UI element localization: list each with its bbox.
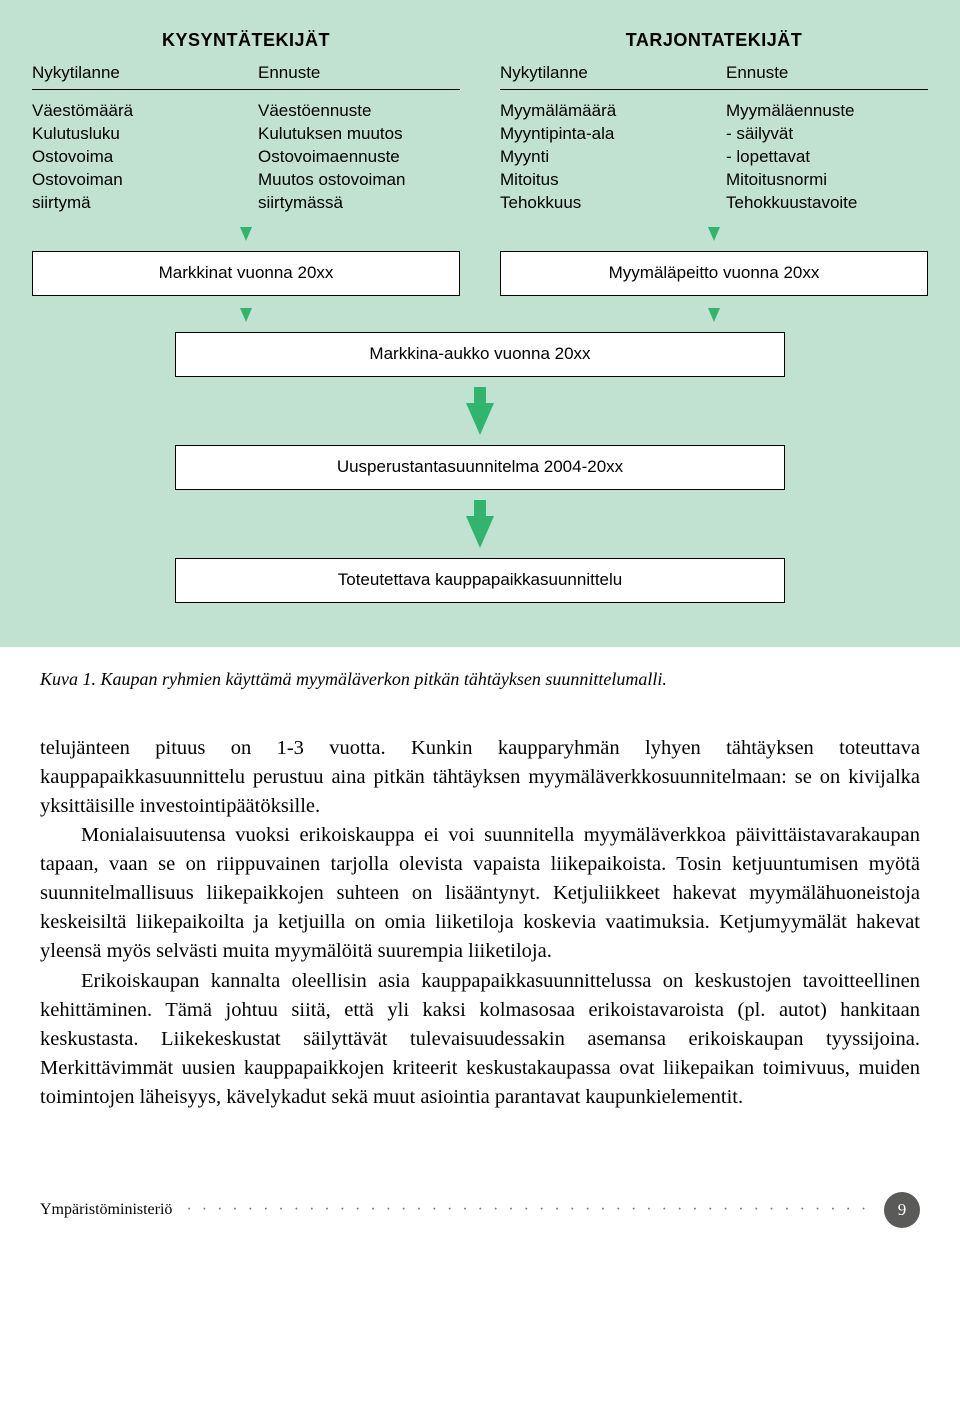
- body-text: telujänteen pituus on 1-3 vuotta. Kunkin…: [40, 734, 920, 1112]
- arrow-stem: [474, 500, 486, 516]
- arrow-down-icon: [466, 403, 494, 435]
- figure-caption: Kuva 1. Kaupan ryhmien käyttämä myymäläv…: [40, 669, 920, 690]
- demand-forecast-items: Väestöennuste Kulutuksen muutos Ostovoim…: [258, 100, 460, 215]
- flow-diagram: KYSYNTÄTEKIJÄT Nykytilanne Ennuste Väest…: [0, 0, 960, 647]
- divider: [500, 89, 928, 90]
- demand-current-header: Nykytilanne: [32, 62, 234, 85]
- supply-forecast-header: Ennuste: [726, 62, 928, 85]
- supply-forecast-items: Myymäläennuste - säilyvät - lopettavat M…: [726, 100, 928, 215]
- diagram-top-columns: KYSYNTÄTEKIJÄT Nykytilanne Ennuste Väest…: [32, 28, 928, 215]
- supply-current-items: Myymälämäärä Myyntipinta-ala Myynti Mito…: [500, 100, 702, 215]
- demand-forecast-header: Ennuste: [258, 62, 460, 85]
- arrow-down-icon: [466, 516, 494, 548]
- publisher-label: Ympäristöministeriö: [40, 1201, 172, 1219]
- new-establishment-plan-box: Uusperustantasuunnitelma 2004-20xx: [175, 445, 784, 490]
- diagram-center-stack: Markkina-aukko vuonna 20xx Uusperustanta…: [32, 332, 928, 603]
- demand-title: KYSYNTÄTEKIJÄT: [32, 28, 460, 52]
- store-coverage-box: Myymäläpeitto vuonna 20xx: [500, 251, 928, 296]
- paragraph-1: telujänteen pituus on 1-3 vuotta. Kunkin…: [40, 734, 920, 821]
- page-footer: Ympäristöministeriö ····················…: [40, 1192, 920, 1228]
- paragraph-3: Erikoiskaupan kannalta oleellisin asia k…: [40, 967, 920, 1113]
- supply-column: TARJONTATEKIJÄT Nykytilanne Ennuste Myym…: [500, 28, 928, 215]
- dot-leader: ········································…: [186, 1201, 870, 1219]
- demand-column: KYSYNTÄTEKIJÄT Nykytilanne Ennuste Väest…: [32, 28, 460, 215]
- markets-box: Markkinat vuonna 20xx: [32, 251, 460, 296]
- arrow-down-icon: [708, 308, 720, 322]
- arrow-down-icon: [240, 227, 252, 241]
- arrow-down-icon: [708, 227, 720, 241]
- market-gap-box: Markkina-aukko vuonna 20xx: [175, 332, 784, 377]
- arrow-stem: [474, 387, 486, 403]
- implementation-box: Toteutettava kauppapaikkasuunnittelu: [175, 558, 784, 603]
- supply-current-header: Nykytilanne: [500, 62, 702, 85]
- divider: [32, 89, 460, 90]
- arrow-down-icon: [240, 308, 252, 322]
- diagram-mid-row: Markkinat vuonna 20xx Myymäläpeitto vuon…: [32, 251, 928, 296]
- supply-title: TARJONTATEKIJÄT: [500, 28, 928, 52]
- page-number: 9: [898, 1200, 907, 1220]
- demand-current-items: Väestömäärä Kulutusluku Ostovoima Ostovo…: [32, 100, 234, 215]
- page-number-badge: 9: [884, 1192, 920, 1228]
- paragraph-2: Monialaisuutensa vuoksi erikoiskauppa ei…: [40, 821, 920, 967]
